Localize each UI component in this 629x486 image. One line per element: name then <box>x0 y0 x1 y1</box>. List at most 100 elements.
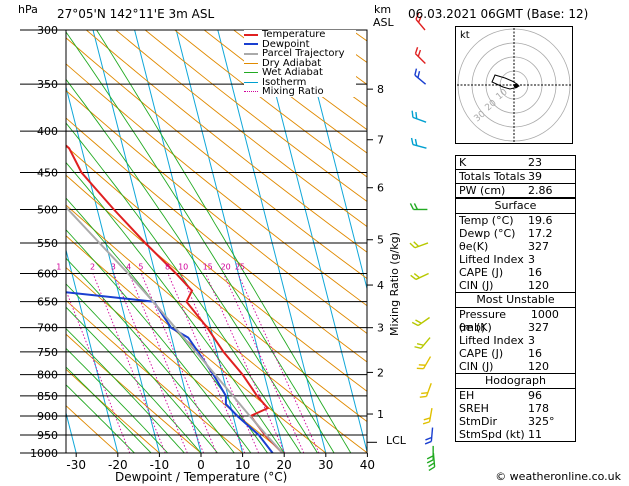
mixing-ratio-line <box>113 273 188 453</box>
isotherm-line <box>66 248 119 453</box>
isotherm-line <box>300 30 367 291</box>
wet-adiabat <box>66 327 185 453</box>
wind-barb <box>426 445 434 464</box>
mixing-ratio-line <box>128 273 204 453</box>
unstable-row: Lifted Index 3 <box>459 334 535 347</box>
legend-item: Dewpoint <box>244 39 356 50</box>
pressure-tick-label: 300 <box>37 24 58 37</box>
hodo-row: StmDir 325° <box>459 415 555 428</box>
temp-tick-label: 40 <box>360 458 375 472</box>
footer-credit: © weatheronline.co.uk <box>495 470 621 483</box>
mixing-ratio-label: 25 <box>235 263 245 272</box>
most-unstable-title: Most Unstable <box>456 293 575 308</box>
indices-table: K 23 Totals Totals 39 PW (cm) 2.86 Surface … <box>455 155 576 442</box>
pressure-tick-label: 450 <box>37 166 58 179</box>
wind-barb <box>419 383 432 398</box>
dry-adiabat <box>66 37 367 280</box>
dry-adiabat <box>203 30 367 154</box>
dry-adiabat <box>66 368 160 453</box>
legend-item: Dry Adiabat <box>244 58 356 69</box>
legend-item: Wet Adiabat <box>244 68 356 78</box>
wind-barb <box>422 407 433 425</box>
mixing-ratio-label: 15 <box>203 263 213 272</box>
mixing-ratio-line <box>205 273 286 453</box>
pressure-tick-label: 900 <box>37 410 58 423</box>
pressure-tick-label: 650 <box>37 296 58 309</box>
mixing-ratio-label: 2 <box>90 263 95 272</box>
mixing-ratio-label: 3 <box>111 263 116 272</box>
height-tick-label: 8 <box>377 83 384 96</box>
wet-adiabat <box>66 366 152 453</box>
legend-item: Mixing Ratio <box>244 87 356 97</box>
pressure-tick-label: 700 <box>37 322 58 335</box>
height-tick-label: 2 <box>377 366 384 379</box>
height-tick-label: 3 <box>377 322 384 335</box>
wet-adiabat <box>66 384 135 453</box>
dry-adiabat <box>144 30 367 203</box>
height-tick-label: 7 <box>377 134 384 147</box>
index-row: K 23 <box>456 156 575 170</box>
isotherm-line <box>92 30 202 453</box>
hodo-row: StmSpd (kt) 11 <box>459 428 542 441</box>
hodo-row: EH 96 <box>459 389 542 402</box>
wind-barb <box>410 272 429 281</box>
surface-row: Temp (°C) 19.6 <box>459 214 553 227</box>
temp-tick-label: 10 <box>235 458 250 472</box>
unstable-row: Pressure (mb) 1000 <box>459 308 559 334</box>
temp-tick-label: 20 <box>277 458 292 472</box>
location-label: 27°05'N 142°11'E 3m ASL <box>57 7 215 21</box>
plot-frame <box>65 29 368 454</box>
isotherm-line <box>175 30 285 453</box>
index-row: PW (cm) 2.86 <box>456 184 575 199</box>
dry-adiabat <box>115 30 367 228</box>
hodo-row: SREH 178 <box>459 402 549 415</box>
mixing-ratio-label: 4 <box>126 263 131 272</box>
wind-barb <box>411 316 430 327</box>
index-row: Totals Totals 39 <box>456 170 575 184</box>
pressure-tick-label: 800 <box>37 369 58 382</box>
legend-item: Parcel Trajectory <box>244 49 356 59</box>
isotherm-line <box>217 30 327 453</box>
wet-adiabat <box>66 306 202 453</box>
dry-adiabat <box>86 30 367 253</box>
datetime-label: 06.03.2021 06GMT (Base: 12) <box>408 7 589 21</box>
height-tick-label: 6 <box>377 182 384 195</box>
wind-barb <box>409 241 429 249</box>
surface-title: Surface <box>456 199 575 214</box>
mixing-ratio-label: 20 <box>221 263 231 272</box>
series-dewpoint <box>66 291 274 453</box>
wet-adiabat <box>66 347 169 453</box>
mixing-ratio-label: 5 <box>138 263 143 272</box>
wind-barb <box>424 427 434 445</box>
dry-adiabat <box>174 30 367 178</box>
mixing-ratio-line <box>92 273 166 453</box>
surface-row: Lifted Index 3 <box>459 253 535 266</box>
temp-tick-label: -10 <box>150 458 170 472</box>
km-unit: km <box>374 3 392 16</box>
hodograph-title: Hodograph <box>456 374 575 389</box>
series-parcel-trajectory <box>66 205 284 453</box>
pressure-tick-label: 850 <box>37 390 58 403</box>
mixing-ratio-label: 8 <box>165 263 170 272</box>
temp-tick-label: 30 <box>318 458 333 472</box>
wet-adiabat <box>66 257 235 453</box>
mixing-ratio-label: 1 <box>56 263 61 272</box>
dry-adiabat <box>66 333 202 453</box>
hpa-unit: hPa <box>18 3 38 16</box>
pressure-tick-label: 1000 <box>30 447 58 460</box>
legend: Temperature Dewpoint Parcel Trajectory D… <box>244 30 356 97</box>
wind-barb <box>410 137 427 149</box>
hodo-trace <box>491 74 520 90</box>
isotherm-line <box>0 30 35 453</box>
height-tick-label: 1 <box>377 408 384 421</box>
mixing-ratio-label: 10 <box>178 263 188 272</box>
wind-barb <box>411 110 427 123</box>
surface-row: CIN (J) 120 <box>459 279 549 292</box>
hodograph: kt 10 20 30 <box>455 26 573 144</box>
asl-unit: ASL <box>373 16 394 29</box>
pressure-tick-label: 600 <box>37 268 58 281</box>
pressure-tick-label: 400 <box>37 125 58 138</box>
pressure-tick-label: 550 <box>37 237 58 250</box>
surface-section: Surface Temp (°C) 19.6 Dewp (°C) 17.2 θe(K… <box>456 199 575 293</box>
height-tick-label: 4 <box>377 279 384 292</box>
